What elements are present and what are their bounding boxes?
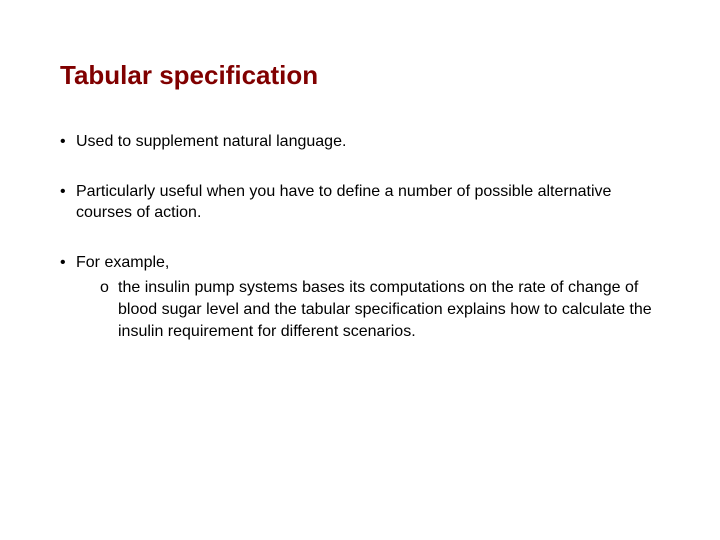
list-item: Used to supplement natural language. [60,131,660,153]
slide: Tabular specification Used to supplement… [0,0,720,540]
bullet-list: Used to supplement natural language. Par… [60,131,660,342]
bullet-text: Used to supplement natural language. [76,133,346,150]
list-item: For example, the insulin pump systems ba… [60,252,660,342]
bullet-text: For example, [76,254,169,271]
sub-list: the insulin pump systems bases its compu… [100,277,660,342]
sub-bullet-text: the insulin pump systems bases its compu… [118,279,652,339]
sub-list-item: the insulin pump systems bases its compu… [100,277,660,342]
slide-title: Tabular specification [60,60,660,91]
list-item: Particularly useful when you have to def… [60,181,660,224]
bullet-text: Particularly useful when you have to def… [76,183,611,222]
